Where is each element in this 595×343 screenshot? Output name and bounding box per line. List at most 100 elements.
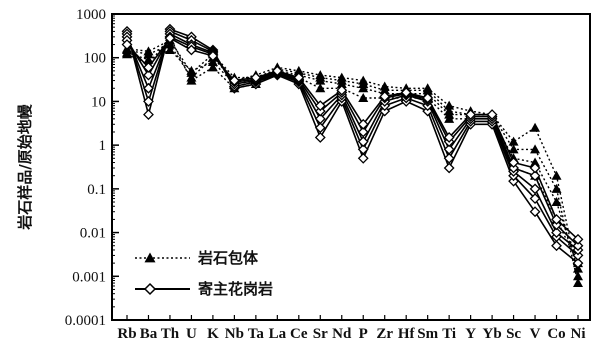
data-point-diamond [572,257,584,269]
data-point-triangle [379,85,390,95]
x-tick-label: V [530,326,541,342]
data-point-diamond [357,126,369,138]
y-tick-label: 1000 [76,7,106,23]
data-point-diamond [465,109,477,121]
data-point-triangle [551,183,562,193]
x-tick-label: Ce [290,326,308,342]
series-line-host-6 [126,33,579,251]
y-tick-label: 100 [84,51,107,67]
data-point-diamond [422,92,434,104]
x-tick-label: K [207,326,219,342]
data-point-diamond [164,32,176,44]
legend-label: 寄主花岗岩 [198,280,273,298]
data-point-diamond [228,75,240,86]
data-point-diamond [379,105,391,117]
data-point-triangle [336,75,347,85]
data-point-diamond [143,69,154,81]
data-point-triangle [444,100,455,110]
data-point-triangle [315,72,326,82]
data-point-diamond [486,109,498,121]
data-point-diamond [357,136,369,148]
data-point-triangle [207,56,218,66]
data-point-triangle [508,144,519,154]
data-point-diamond [508,157,519,168]
series-line-host-8 [126,37,579,240]
x-tick-label: Rb [117,326,136,342]
data-point-diamond [143,109,154,121]
series-line-host-4 [126,28,579,264]
data-point-triangle [207,62,218,72]
data-point-diamond [293,72,305,84]
data-point-diamond [422,105,434,117]
x-tick-label: Ta [248,326,265,342]
data-point-triangle [358,79,369,89]
x-tick-label: La [269,326,287,342]
series-line-enclave-3 [126,39,579,264]
data-point-diamond [314,100,326,112]
data-point-diamond [572,240,584,252]
y-tick-label: 0.0001 [65,313,106,329]
legend-marker-diamond [143,282,157,296]
x-tick-label: Sm [417,326,438,342]
x-tick-label: Nd [332,326,352,342]
data-point-diamond [551,213,562,225]
x-tick-label: Yb [483,326,502,342]
data-point-triangle [122,49,132,59]
data-point-diamond [529,183,541,195]
data-point-diamond [357,152,369,164]
x-tick-label: Nb [225,326,244,342]
data-point-diamond [572,233,584,245]
data-point-diamond [357,118,369,130]
x-tick-label: Ti [442,326,456,342]
legend-marker-triangle [144,252,156,263]
data-point-diamond [529,206,541,218]
data-point-diamond [143,61,154,73]
data-point-diamond [551,227,562,238]
data-point-diamond [379,91,391,102]
data-point-triangle [186,75,197,85]
x-tick-label: Co [547,326,565,342]
data-point-diamond [443,143,455,155]
data-point-diamond [400,87,412,98]
data-point-diamond [529,193,541,204]
data-point-diamond [121,39,133,50]
legend-label: 岩石包体 [197,249,259,267]
y-tick-label: 10 [91,94,106,110]
data-point-diamond [207,50,219,62]
data-point-diamond [529,170,541,182]
data-point-triangle [143,46,154,56]
data-point-triangle [143,54,154,64]
data-point-diamond [336,84,348,96]
y-axis-title: 岩石样品/原始地幔 [16,103,34,230]
data-point-triangle [164,45,175,55]
x-tick-label: Y [465,326,476,342]
data-point-diamond [314,122,326,134]
series-line-host-5 [126,30,579,257]
x-tick-label: Th [161,326,180,342]
x-tick-label: Ba [140,326,158,342]
data-point-diamond [529,162,541,174]
data-point-diamond [551,219,562,231]
y-tick-label: 0.1 [87,182,106,198]
x-tick-label: Sr [313,326,328,342]
data-point-diamond [551,240,562,252]
x-tick-label: P [359,326,368,342]
data-point-diamond [572,250,584,261]
data-point-diamond [186,44,197,56]
data-point-triangle [530,157,541,167]
x-tick-label: U [186,326,197,342]
data-point-diamond [271,65,283,77]
series-line-enclave-1 [126,49,579,284]
data-point-triangle [358,92,369,102]
data-point-triangle [422,85,433,95]
data-point-diamond [314,132,326,143]
x-tick-label: Hf [398,326,416,342]
data-point-diamond [443,162,455,174]
data-point-diamond [250,72,262,84]
data-point-triangle [315,83,326,93]
data-point-diamond [314,113,326,125]
series-line-host-7 [126,36,579,247]
data-point-diamond [357,143,369,155]
x-tick-label: Sc [506,326,521,342]
